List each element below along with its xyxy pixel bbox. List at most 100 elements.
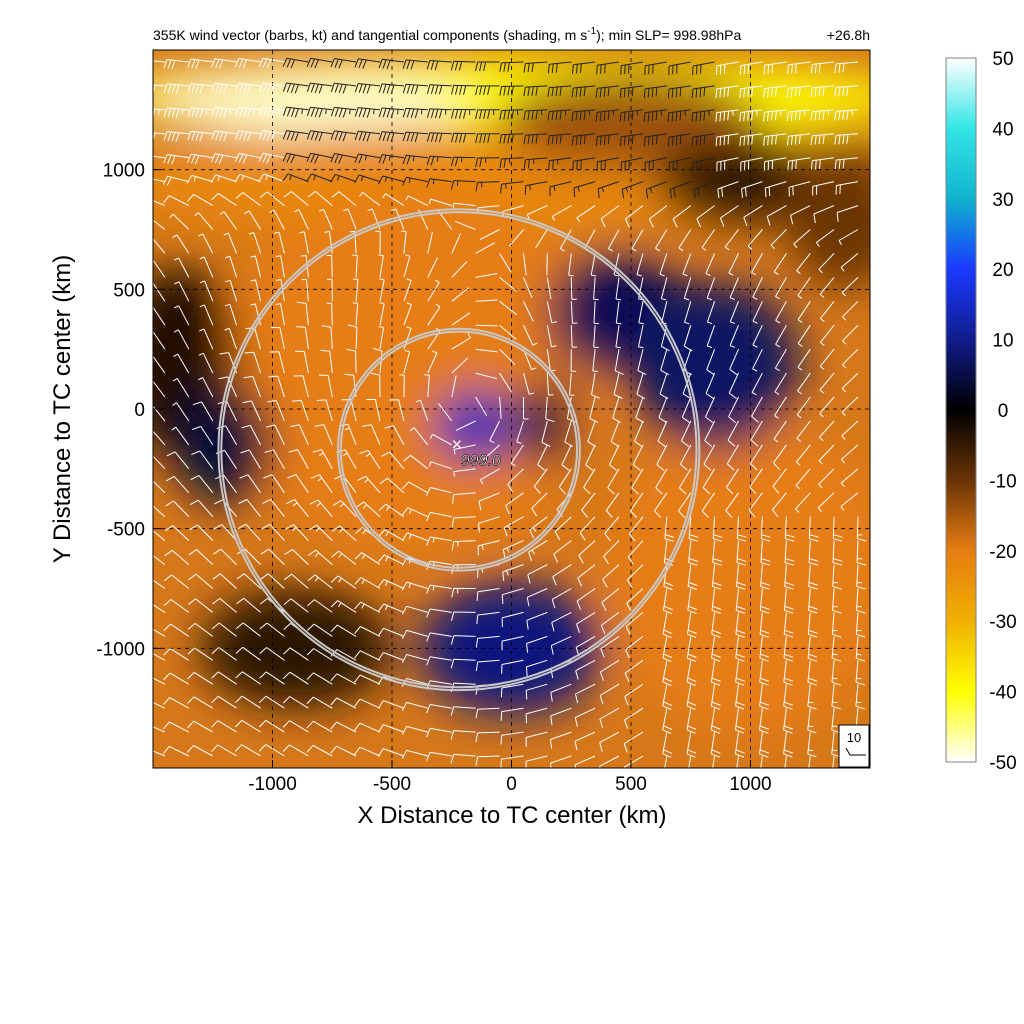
wind-barb <box>764 181 787 198</box>
wind-barb <box>450 706 476 716</box>
wind-barb <box>235 130 261 142</box>
wind-barb <box>478 492 500 511</box>
wind-barb <box>499 253 512 273</box>
wind-barb <box>644 133 667 147</box>
wind-barb <box>378 58 404 70</box>
wind-barb <box>320 349 333 374</box>
wind-barb <box>199 280 214 302</box>
wind-barb <box>479 468 500 485</box>
wind-barb <box>579 516 596 541</box>
wind-barb <box>631 229 644 252</box>
wind-barb <box>501 588 524 604</box>
wind-barb <box>451 357 469 374</box>
wind-barb <box>282 106 309 118</box>
wind-barb <box>735 660 745 686</box>
wind-barb <box>523 253 527 276</box>
wind-barb <box>736 516 747 542</box>
wind-barb <box>307 599 333 613</box>
wind-barb <box>475 85 500 96</box>
wind-barb <box>211 58 237 69</box>
wind-barb <box>797 324 811 347</box>
wind-barb <box>354 153 381 164</box>
wind-barb <box>241 424 262 446</box>
wind-barb <box>426 608 452 618</box>
wind-barb <box>354 130 381 142</box>
wind-barb <box>568 253 574 277</box>
wind-barb <box>526 588 548 607</box>
wind-barb <box>624 683 644 706</box>
wind-barb <box>751 396 763 423</box>
wind-barb <box>326 254 333 278</box>
wind-barb <box>597 181 620 198</box>
wind-barb <box>258 82 285 94</box>
y-tick-label: 1000 <box>103 161 145 182</box>
wind-barb <box>807 660 818 686</box>
wind-barb <box>451 84 476 95</box>
wind-barb <box>728 396 739 423</box>
wind-barb <box>551 588 572 609</box>
wind-barb <box>354 83 381 94</box>
wind-barb <box>516 420 524 444</box>
wind-barb <box>163 131 189 142</box>
wind-barb <box>832 540 843 566</box>
wind-barb <box>680 420 692 447</box>
wind-barb <box>187 83 213 94</box>
wind-barb <box>450 635 476 645</box>
wind-barb <box>377 652 405 661</box>
wind-barb <box>321 325 333 350</box>
colorbar-tick-label: 10 <box>992 331 1013 352</box>
wind-barb <box>623 731 644 753</box>
wind-barb <box>476 588 500 601</box>
wind-barb <box>559 229 572 252</box>
wind-barb <box>306 152 333 164</box>
wind-barb <box>523 109 548 121</box>
wind-barb <box>704 420 716 447</box>
wind-barb <box>216 425 238 446</box>
wind-barb <box>500 181 524 194</box>
wind-barb <box>235 622 261 637</box>
wind-barb <box>381 451 405 470</box>
wind-barb <box>807 684 817 710</box>
wind-barb <box>796 253 811 275</box>
wind-barb <box>815 229 835 247</box>
wind-barb <box>710 732 721 758</box>
wind-barb <box>547 61 572 74</box>
wind-barb <box>354 107 381 118</box>
colorbar-tick-label: 20 <box>992 260 1013 281</box>
wind-barb <box>602 564 620 588</box>
wind-barb <box>624 707 644 729</box>
wind-barb <box>282 130 309 142</box>
wind-barb <box>729 348 739 376</box>
wind-barb <box>153 219 166 230</box>
wind-barb <box>835 181 859 195</box>
wind-barb <box>546 253 548 276</box>
wind-barb <box>164 549 190 565</box>
wind-barb <box>192 425 214 446</box>
wind-barb <box>401 581 428 591</box>
wind-barb <box>760 540 771 566</box>
wind-barb <box>763 109 787 122</box>
wind-barb <box>687 564 698 590</box>
wind-barb <box>729 277 739 301</box>
wind-barb <box>451 312 471 326</box>
wind-barb <box>819 372 835 394</box>
wind-barb <box>716 61 739 76</box>
wind-barb <box>817 492 835 512</box>
wind-barb <box>451 516 476 528</box>
wind-barb <box>306 648 333 661</box>
wind-barb <box>238 499 261 518</box>
wind-barb <box>234 173 261 183</box>
wind-barb <box>637 349 647 376</box>
wind-barb <box>739 85 763 98</box>
wind-barb <box>475 157 500 168</box>
wind-barb <box>570 277 577 300</box>
wind-barb <box>282 57 309 69</box>
wind-barb <box>682 253 692 277</box>
wind-barb <box>664 516 675 542</box>
wind-barb <box>523 157 548 169</box>
wind-barb <box>197 377 214 398</box>
wind-barb <box>242 400 262 422</box>
wind-barb <box>451 587 476 598</box>
wind-barb <box>739 61 763 75</box>
wind-barb <box>550 731 572 749</box>
